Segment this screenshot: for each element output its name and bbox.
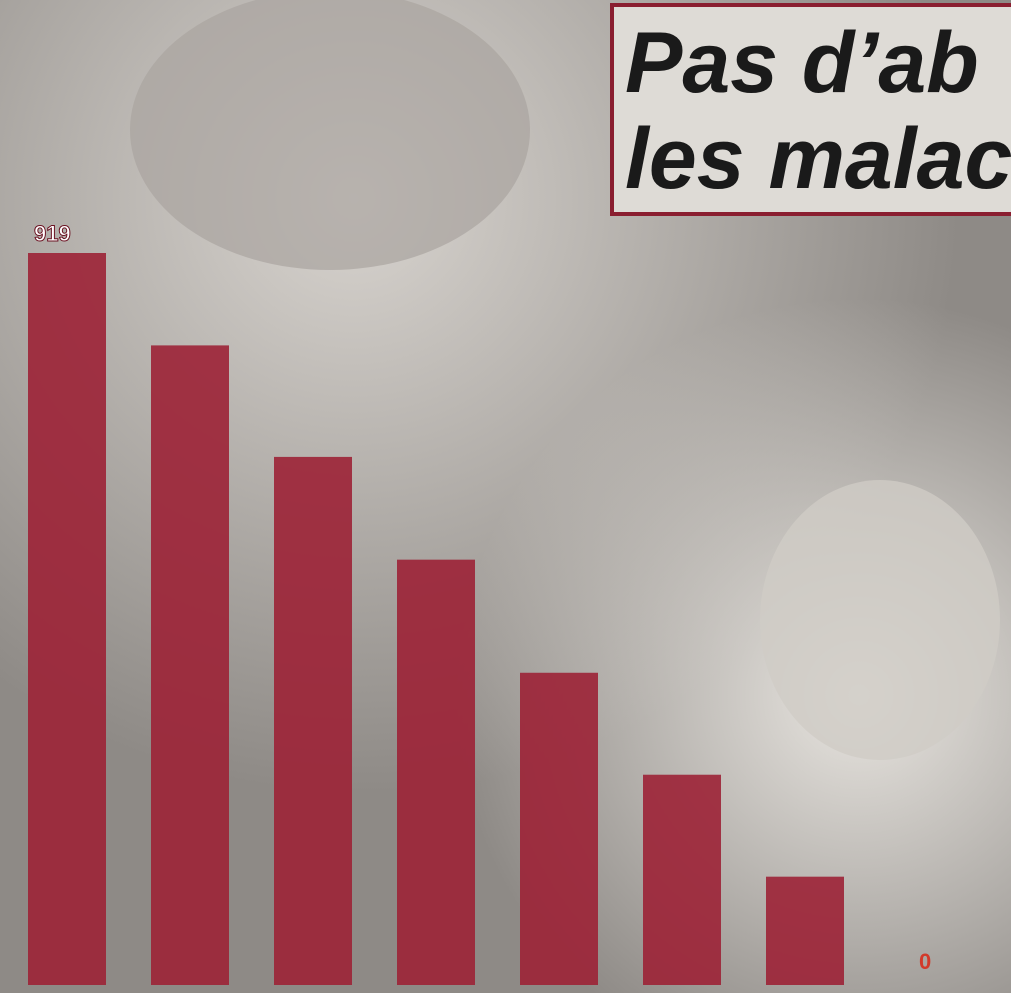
value-label: 0: [919, 949, 931, 974]
bar: [28, 253, 106, 985]
chart: Pas d’ab les malac 919 0: [0, 0, 1011, 993]
title-line: Pas d’ab: [625, 15, 979, 111]
photo-figure: [760, 480, 1000, 760]
page: Pas d’ab les malac 919 0: [0, 0, 1011, 993]
bar: [397, 560, 475, 985]
bar: [643, 775, 721, 985]
title-line: les malac: [625, 111, 1011, 207]
bar: [766, 877, 844, 985]
bar: [274, 457, 352, 985]
value-label: 919: [34, 221, 71, 246]
photo-figure: [130, 0, 530, 270]
bar: [520, 673, 598, 985]
bar: [151, 345, 229, 985]
